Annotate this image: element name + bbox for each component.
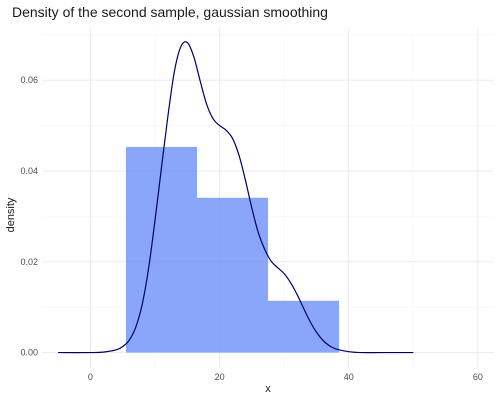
y-tick-label: 0.00 [20,348,38,358]
y-tick-label: 0.04 [20,166,38,176]
x-tick-label: 20 [215,372,225,382]
density-curve [58,41,414,354]
x-axis-ticks: 0 20 40 60 [88,372,483,382]
x-tick-label: 0 [88,372,93,382]
y-axis-title: density [5,197,17,232]
y-axis-ticks: 0.00 0.02 0.04 0.06 [20,75,38,357]
histogram-bar [196,197,268,353]
histogram-bar [125,146,197,353]
histogram-bars [125,146,340,353]
chart-title: Density of the second sample, gaussian s… [12,4,328,20]
x-tick-label: 40 [344,372,354,382]
x-tick-label: 60 [473,372,483,382]
y-tick-label: 0.02 [20,257,38,267]
y-tick-label: 0.06 [20,75,38,85]
x-axis-title: x [265,383,271,395]
